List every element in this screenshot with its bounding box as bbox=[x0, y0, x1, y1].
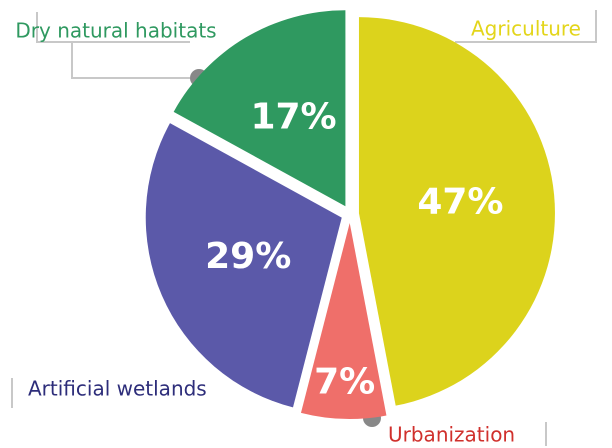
value-label: 7% bbox=[314, 362, 375, 403]
label-bracket bbox=[36, 12, 190, 79]
pie-slice bbox=[300, 222, 387, 419]
category-label: Urbanization bbox=[388, 423, 515, 447]
value-label: 17% bbox=[250, 97, 336, 138]
pie-slice bbox=[145, 123, 342, 408]
category-label: Agriculture bbox=[471, 17, 581, 41]
value-label: 47% bbox=[417, 182, 503, 223]
pie-slice bbox=[358, 17, 555, 406]
label-bracket bbox=[455, 10, 597, 43]
category-label: Dry natural habitats bbox=[15, 19, 216, 43]
category-label: Artificial wetlands bbox=[28, 377, 207, 401]
pie-slice bbox=[173, 10, 346, 207]
value-label: 29% bbox=[205, 236, 291, 277]
